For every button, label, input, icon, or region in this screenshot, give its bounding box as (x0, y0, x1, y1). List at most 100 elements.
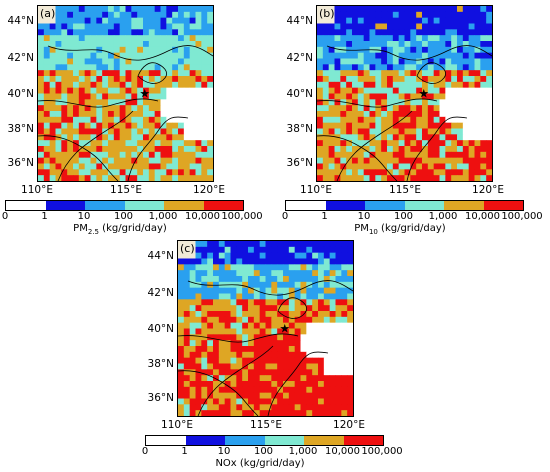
grid-cell (486, 169, 492, 176)
y-tick-label: 36°N (147, 392, 174, 404)
grid-cell (288, 357, 296, 364)
grid-cell (300, 264, 307, 271)
grid-cell (439, 99, 446, 106)
grid-cell (335, 334, 342, 341)
grid-cell (392, 87, 400, 94)
grid-cell (137, 52, 144, 59)
grid-cell (78, 64, 86, 71)
grid-cell (322, 23, 330, 30)
grid-cell (312, 241, 319, 248)
grid-cell (422, 151, 429, 159)
grid-cell (137, 70, 144, 77)
grid-cell (96, 116, 103, 124)
grid-cell (347, 351, 353, 359)
grid-cell (318, 410, 325, 416)
grid-cell (398, 35, 405, 42)
grid-cell (102, 122, 109, 129)
grid-cell (224, 340, 231, 347)
grid-cell (119, 134, 126, 141)
grid-cell (347, 299, 353, 306)
grid-cell (323, 241, 331, 248)
grid-cell (357, 116, 365, 124)
grid-cell (189, 386, 196, 394)
grid-cell (108, 70, 115, 77)
grid-cell (61, 58, 68, 65)
grid-cell (218, 246, 226, 254)
grid-cell (119, 29, 126, 36)
grid-cell (78, 134, 86, 141)
grid-cell (306, 299, 313, 306)
grid-cell (154, 29, 161, 36)
grid-cell (433, 41, 440, 48)
grid-cell (439, 151, 446, 159)
grid-cell (125, 87, 132, 94)
grid-cell (346, 175, 353, 181)
grid-cell (207, 11, 213, 19)
grid-cell (230, 328, 237, 335)
grid-cell (277, 351, 284, 359)
grid-cell (61, 122, 68, 129)
grid-cell (439, 122, 446, 129)
grid-cell (131, 151, 138, 159)
grid-cell (474, 151, 481, 159)
grid-cell (195, 6, 202, 13)
x-tick-label: 110°E (161, 419, 193, 431)
grid-cell (398, 111, 405, 118)
grid-cell (427, 157, 435, 164)
grid-cell (347, 293, 353, 300)
grid-cell (404, 146, 411, 153)
grid-cell (480, 81, 487, 89)
grid-cell (166, 23, 173, 30)
colorbar-tick-label: 100,000 (501, 211, 543, 222)
grid-cell (375, 29, 382, 36)
grid-cell (387, 122, 394, 129)
grid-cell (195, 334, 202, 341)
grid-cell (108, 6, 115, 13)
grid-cell (102, 29, 109, 36)
grid-cell (474, 41, 481, 48)
grid-cell (178, 357, 185, 364)
grid-cell (183, 287, 191, 294)
grid-cell (271, 322, 278, 329)
grid-cell (480, 122, 487, 129)
grid-cell (236, 328, 243, 335)
grid-cell (125, 140, 132, 147)
grid-cell (61, 23, 68, 30)
grid-cell (329, 305, 336, 312)
grid-cell (322, 99, 330, 106)
grid-cell (55, 35, 62, 42)
grid-cell (73, 76, 80, 83)
grid-cell (90, 140, 97, 147)
grid-cell (102, 41, 109, 48)
grid-cell (427, 23, 435, 30)
grid-cell (201, 58, 208, 65)
grid-cell (445, 58, 452, 65)
grid-cell (486, 157, 492, 164)
grid-cell (422, 111, 429, 118)
grid-cell (347, 363, 353, 370)
grid-cell (84, 128, 91, 135)
grid-cell (445, 23, 452, 30)
grid-cell (154, 163, 161, 170)
colorbar-segment (203, 201, 243, 210)
grid-cell (49, 35, 56, 42)
grid-cell (189, 99, 196, 106)
grid-cell (422, 17, 429, 24)
grid-cell (213, 311, 220, 318)
grid-cell (439, 134, 446, 141)
grid-cell (486, 151, 492, 159)
grid-cell (439, 41, 446, 48)
grid-cell (329, 392, 336, 399)
grid-cell (195, 381, 202, 388)
grid-cell (236, 287, 243, 294)
grid-cell (451, 157, 458, 164)
grid-cell (154, 116, 161, 124)
grid-cell (248, 270, 255, 277)
grid-cell (73, 128, 80, 135)
grid-cell (207, 58, 213, 65)
grid-cell (189, 369, 196, 376)
grid-cell (61, 87, 68, 94)
grid-cell (283, 246, 290, 254)
grid-cell (312, 276, 319, 283)
grid-cell (224, 363, 231, 370)
